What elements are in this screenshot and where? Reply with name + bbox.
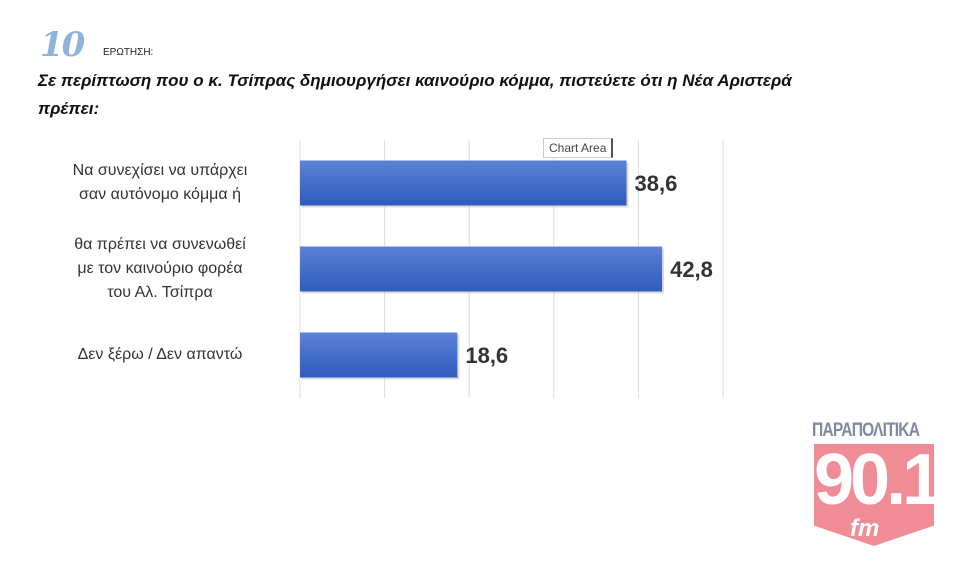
category-label-line: σαν αυτόνομο κόμμα ή	[79, 186, 241, 203]
category-label-line: του Αλ. Τσίπρα	[107, 284, 213, 301]
bar	[300, 332, 458, 378]
data-label: 18,6	[465, 343, 508, 368]
logo-fm: fm	[850, 515, 880, 542]
logo-number: 90.1	[814, 440, 942, 520]
category-label: Δεν ξέρω / Δεν απαντώ	[30, 343, 290, 367]
bar	[300, 160, 627, 206]
question-text: Σε περίπτωση που ο κ. Τσίπρας δημιουργήσ…	[38, 71, 792, 118]
category-label: θα πρέπει να συνενωθεί με τον καινούριο φ…	[30, 233, 290, 305]
logo-title: ΠΑΡΑΠΟΛΙΤΙΚΑ	[812, 420, 920, 441]
category-label-line: με τον καινούριο φορέα	[77, 260, 243, 277]
question-number: 10	[40, 25, 85, 65]
bar	[300, 246, 663, 292]
category-label-line: Να συνεχίσει να υπάρχει	[72, 162, 248, 179]
data-label: 42,8	[670, 257, 713, 282]
category-label: Να συνεχίσει να υπάρχει σαν αυτόνομο κόμμ…	[30, 159, 290, 207]
data-label: 38,6	[635, 171, 678, 196]
chart-area-tooltip: Chart Area	[543, 138, 614, 158]
category-label-line: θα πρέπει να συνενωθεί	[74, 236, 246, 253]
logo-badge	[814, 444, 934, 546]
category-label-line: Δεν ξέρω / Δεν απαντώ	[77, 346, 243, 363]
question-word: ΕΡΩΤΗΣΗ:	[103, 47, 154, 58]
